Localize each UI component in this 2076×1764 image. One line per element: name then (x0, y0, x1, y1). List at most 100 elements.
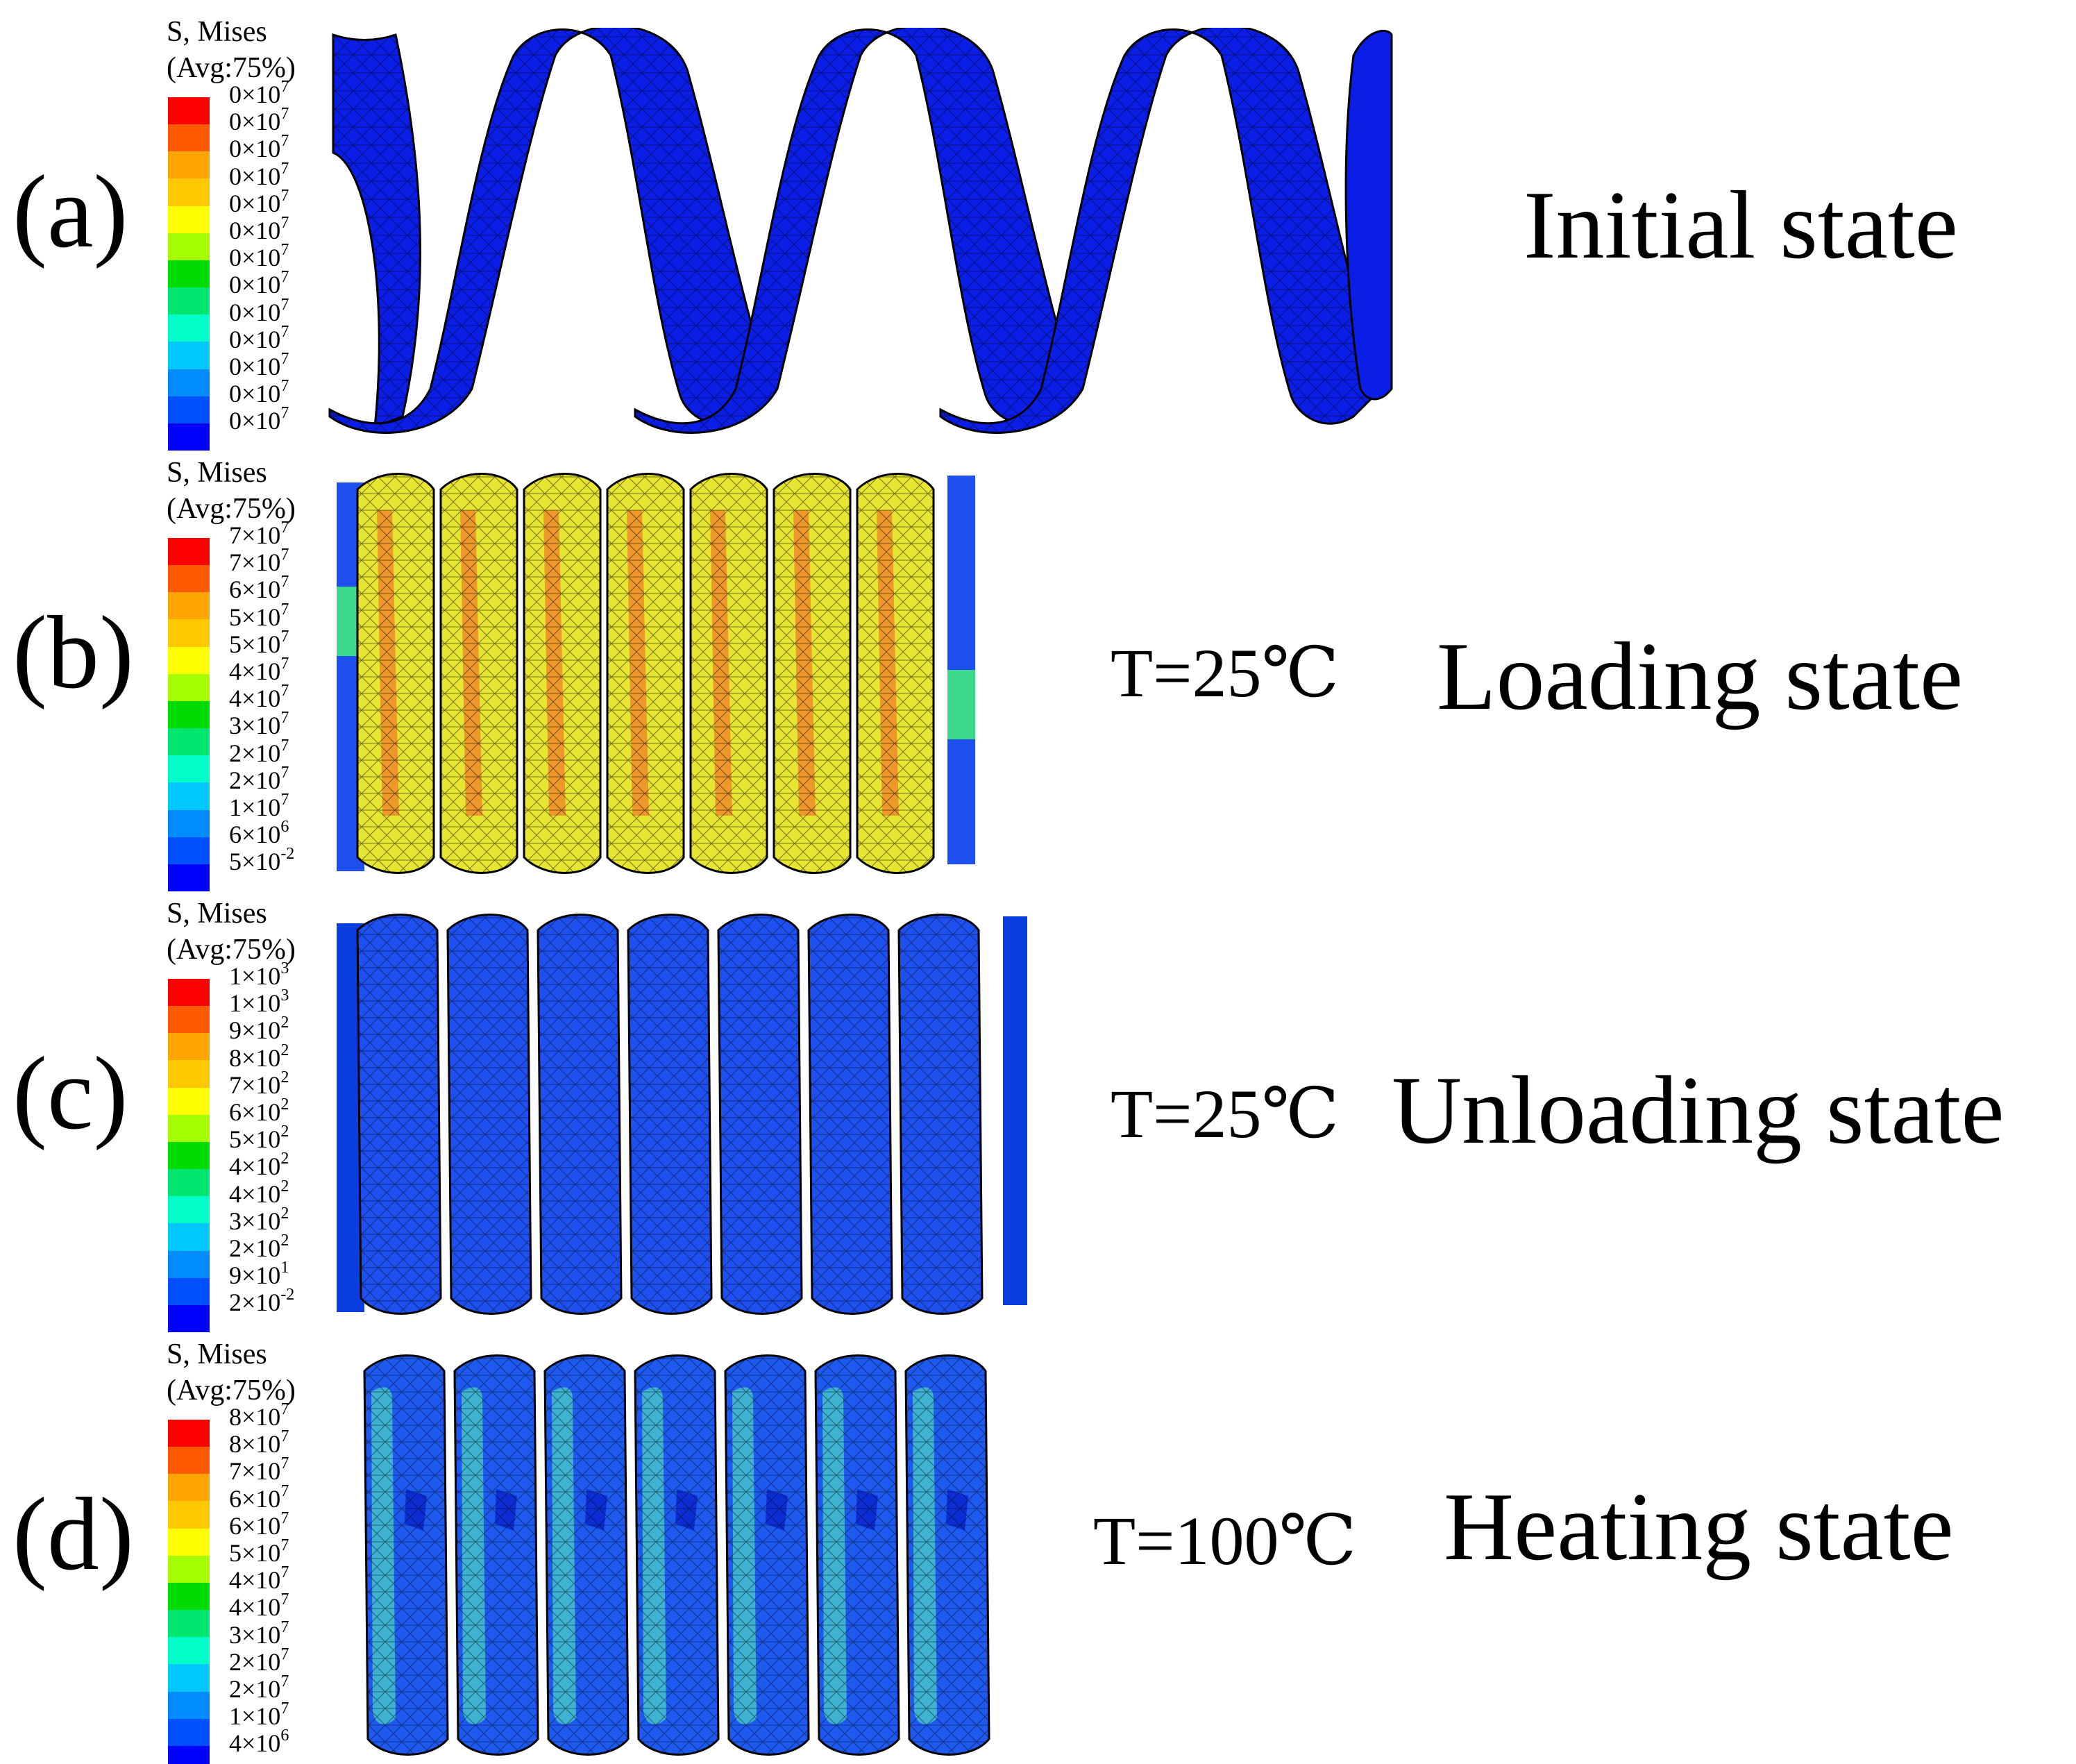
legend-tick-mantissa: 2×10 (229, 1675, 281, 1703)
legend-color-cell (168, 396, 210, 423)
legend-tick-exponent: 7 (280, 404, 289, 423)
legend-tick-exponent: 7 (280, 1509, 289, 1527)
legend-tick-label: 5×107 (229, 600, 289, 631)
legend-tick-exponent: 2 (280, 1095, 289, 1114)
legend-tick-label: 9×102 (229, 1014, 289, 1044)
legend-tick-mantissa: 6×10 (229, 1484, 281, 1513)
legend-tick-label: 7×107 (229, 519, 289, 549)
temperature-label: T=100℃ (1093, 1502, 1357, 1579)
spring-contour-heating (363, 1354, 990, 1756)
legend-tick-label: 1×103 (229, 986, 289, 1017)
legend-tick-mantissa: 3×10 (229, 1620, 281, 1649)
legend-tick-mantissa: 0×10 (229, 271, 281, 299)
legend-tick-mantissa: 7×10 (229, 1070, 281, 1099)
legend-tick-exponent: 7 (280, 709, 289, 728)
legend-tick-mantissa: 4×10 (229, 1729, 281, 1758)
legend-color-cell (168, 151, 210, 179)
legend-tick-mantissa: 4×10 (229, 1566, 281, 1595)
legend-tick-exponent: 6 (280, 818, 289, 837)
legend-tick-exponent: 7 (280, 322, 289, 341)
legend-tick-label: 2×107 (229, 737, 289, 767)
legend-tick-exponent: 2 (280, 1068, 289, 1086)
legend-tick-mantissa: 0×10 (229, 217, 281, 244)
legend-tick-mantissa: 4×10 (229, 1593, 281, 1622)
panel-label: (a) (12, 154, 128, 269)
legend-color-bar (168, 97, 210, 451)
legend-tick-mantissa: 0×10 (229, 135, 281, 163)
legend-color-bar (168, 538, 210, 892)
legend-tick-exponent: 7 (280, 295, 289, 314)
legend-tick-label: 0×107 (229, 105, 289, 136)
legend-tick-mantissa: 7×10 (229, 1457, 281, 1486)
legend-tick-mantissa: 8×10 (229, 1043, 281, 1072)
legend-title-line: S, Mises (167, 16, 267, 48)
legend-title-line: (Avg:75%) (167, 1375, 296, 1406)
legend-tick-label: 2×107 (229, 1672, 289, 1703)
legend-color-cell (168, 700, 210, 729)
legend-tick-exponent: 7 (280, 573, 289, 591)
legend-tick-mantissa: 5×10 (229, 1539, 281, 1567)
legend-tick-label: 8×102 (229, 1041, 289, 1072)
legend-tick-mantissa: 9×10 (229, 1261, 281, 1290)
legend-tick-exponent: 7 (280, 600, 289, 619)
legend-tick-mantissa: 6×10 (229, 821, 281, 849)
legend-color-cell (168, 538, 210, 566)
legend-title-line: (Avg:75%) (167, 52, 296, 84)
legend-tick-exponent: 7 (280, 214, 289, 232)
legend-color-cell (168, 1304, 210, 1333)
legend-color-cell (168, 1501, 210, 1529)
legend-tick-mantissa: 0×10 (229, 353, 281, 380)
legend-tick-label: 1×107 (229, 1699, 289, 1731)
legend-tick-mantissa: 0×10 (229, 162, 281, 190)
legend-tick-label: 4×107 (229, 1590, 289, 1622)
legend-color-cell (168, 1745, 210, 1764)
legend-tick-exponent: -2 (280, 1286, 295, 1304)
panel-a: (a) S, Mises (Avg:75%) 0×107 0×107 0×107 0×… (0, 0, 2076, 451)
legend-tick-mantissa: 2×10 (229, 1234, 281, 1262)
legend-tick-mantissa: 0×10 (229, 325, 281, 353)
legend-tick-label: 0×107 (229, 160, 289, 190)
legend-color-cell (168, 979, 210, 1007)
state-label: Unloading state (1392, 1057, 2005, 1164)
legend-color-cell (168, 619, 210, 647)
legend-tick-label: 9×101 (229, 1259, 289, 1290)
panel-label: (b) (12, 595, 134, 710)
legend-color-bar (168, 1420, 210, 1764)
legend-tick-mantissa: 4×10 (229, 684, 281, 713)
legend-tick-mantissa: 2×10 (229, 1288, 281, 1317)
legend-color-cell (168, 809, 210, 837)
legend-tick-label: 3×107 (229, 1618, 289, 1649)
legend-tick-mantissa: 0×10 (229, 108, 281, 136)
legend-tick-exponent: 7 (280, 132, 289, 151)
legend-tick-label: 0×107 (229, 404, 289, 435)
legend-tick-label: 1×107 (229, 791, 289, 821)
legend-tick-label: 4×107 (229, 682, 289, 713)
legend-tick-exponent: 3 (280, 986, 289, 1005)
legend-color-cell (168, 1141, 210, 1170)
legend-title-line: S, Mises (167, 457, 267, 489)
legend-color-cell (168, 369, 210, 396)
legend-title-line: S, Mises (167, 1338, 267, 1370)
legend-title: S, Mises (Avg:75%) (167, 455, 296, 527)
legend-title-line: S, Mises (167, 898, 267, 930)
legend-title: S, Mises (Avg:75%) (167, 14, 296, 86)
legend-tick-label: 3×102 (229, 1204, 289, 1235)
legend-tick-mantissa: 1×10 (229, 1702, 281, 1731)
legend-color-cell (168, 1528, 210, 1556)
legend-tick-exponent: 7 (280, 1699, 289, 1718)
legend-tick-mantissa: 0×10 (229, 380, 281, 408)
panel-label: (c) (12, 1036, 128, 1151)
legend-color-cell (168, 782, 210, 810)
panel-c: (c) S, Mises (Avg:75%) 1×103 1×103 9×102 8×… (0, 882, 2076, 1333)
legend-tick-label: 0×107 (229, 322, 289, 353)
legend-tick-label: 4×107 (229, 655, 289, 685)
legend-color-cell (168, 1250, 210, 1278)
legend-tick-exponent: 7 (280, 268, 289, 287)
legend-tick-label: 1×103 (229, 959, 289, 990)
legend-color-cell (168, 260, 210, 288)
legend-title-line: (Avg:75%) (167, 934, 296, 966)
panel-d: (d) S, Mises (Avg:75%) 8×107 8×107 7×107 6×… (0, 1322, 2076, 1764)
legend-tick-mantissa: 6×10 (229, 1511, 281, 1540)
legend-tick-exponent: 7 (280, 1618, 289, 1636)
legend-tick-mantissa: 0×10 (229, 244, 281, 272)
